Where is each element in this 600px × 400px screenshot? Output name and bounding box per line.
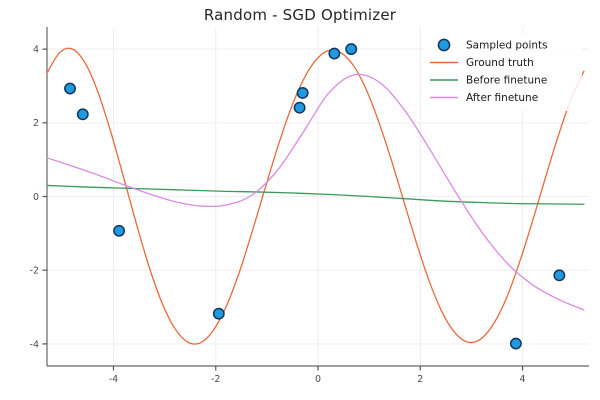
x-tick-label: 4	[520, 374, 526, 385]
legend-item-label[interactable]: Before finetune	[466, 75, 547, 87]
data-point[interactable]	[113, 224, 126, 237]
y-tick-label: 2	[33, 118, 39, 129]
data-point[interactable]	[293, 101, 306, 114]
series-lines	[46, 47, 585, 345]
x-tick-label: 0	[315, 374, 321, 385]
legend-item-label[interactable]: Ground truth	[466, 57, 534, 69]
page-title: Random - SGD Optimizer	[203, 6, 397, 24]
legend[interactable]: Sampled points Ground truth Before finetun…	[424, 33, 582, 111]
x-tick-label: -2	[211, 374, 220, 385]
y-tick-label: -2	[30, 266, 39, 277]
x-tick-label: 2	[417, 374, 423, 385]
legend-item-label[interactable]: After finetune	[466, 92, 538, 104]
legend-marker-icon	[437, 38, 451, 52]
series-line	[46, 47, 585, 345]
data-point[interactable]	[553, 269, 566, 282]
series-line	[46, 184, 585, 205]
y-tick-label: 4	[33, 45, 39, 56]
data-point[interactable]	[64, 82, 76, 95]
series-line	[46, 73, 585, 311]
data-point[interactable]	[212, 307, 225, 320]
data-point[interactable]	[509, 337, 522, 350]
legend-item-label[interactable]: Sampled points	[466, 40, 548, 52]
tick-labels: -4 -2 0 2 4 -4 -2 0 2 4	[30, 45, 526, 385]
sampled-points-layer[interactable]	[64, 43, 566, 350]
x-tick-label: -4	[109, 374, 118, 385]
y-tick-label: -4	[30, 339, 39, 350]
data-point[interactable]	[328, 47, 341, 60]
data-point[interactable]	[76, 108, 89, 121]
data-point[interactable]	[345, 43, 358, 56]
y-tick-label: 0	[33, 192, 39, 203]
grid-lines	[47, 27, 589, 366]
data-point[interactable]	[296, 87, 309, 99]
